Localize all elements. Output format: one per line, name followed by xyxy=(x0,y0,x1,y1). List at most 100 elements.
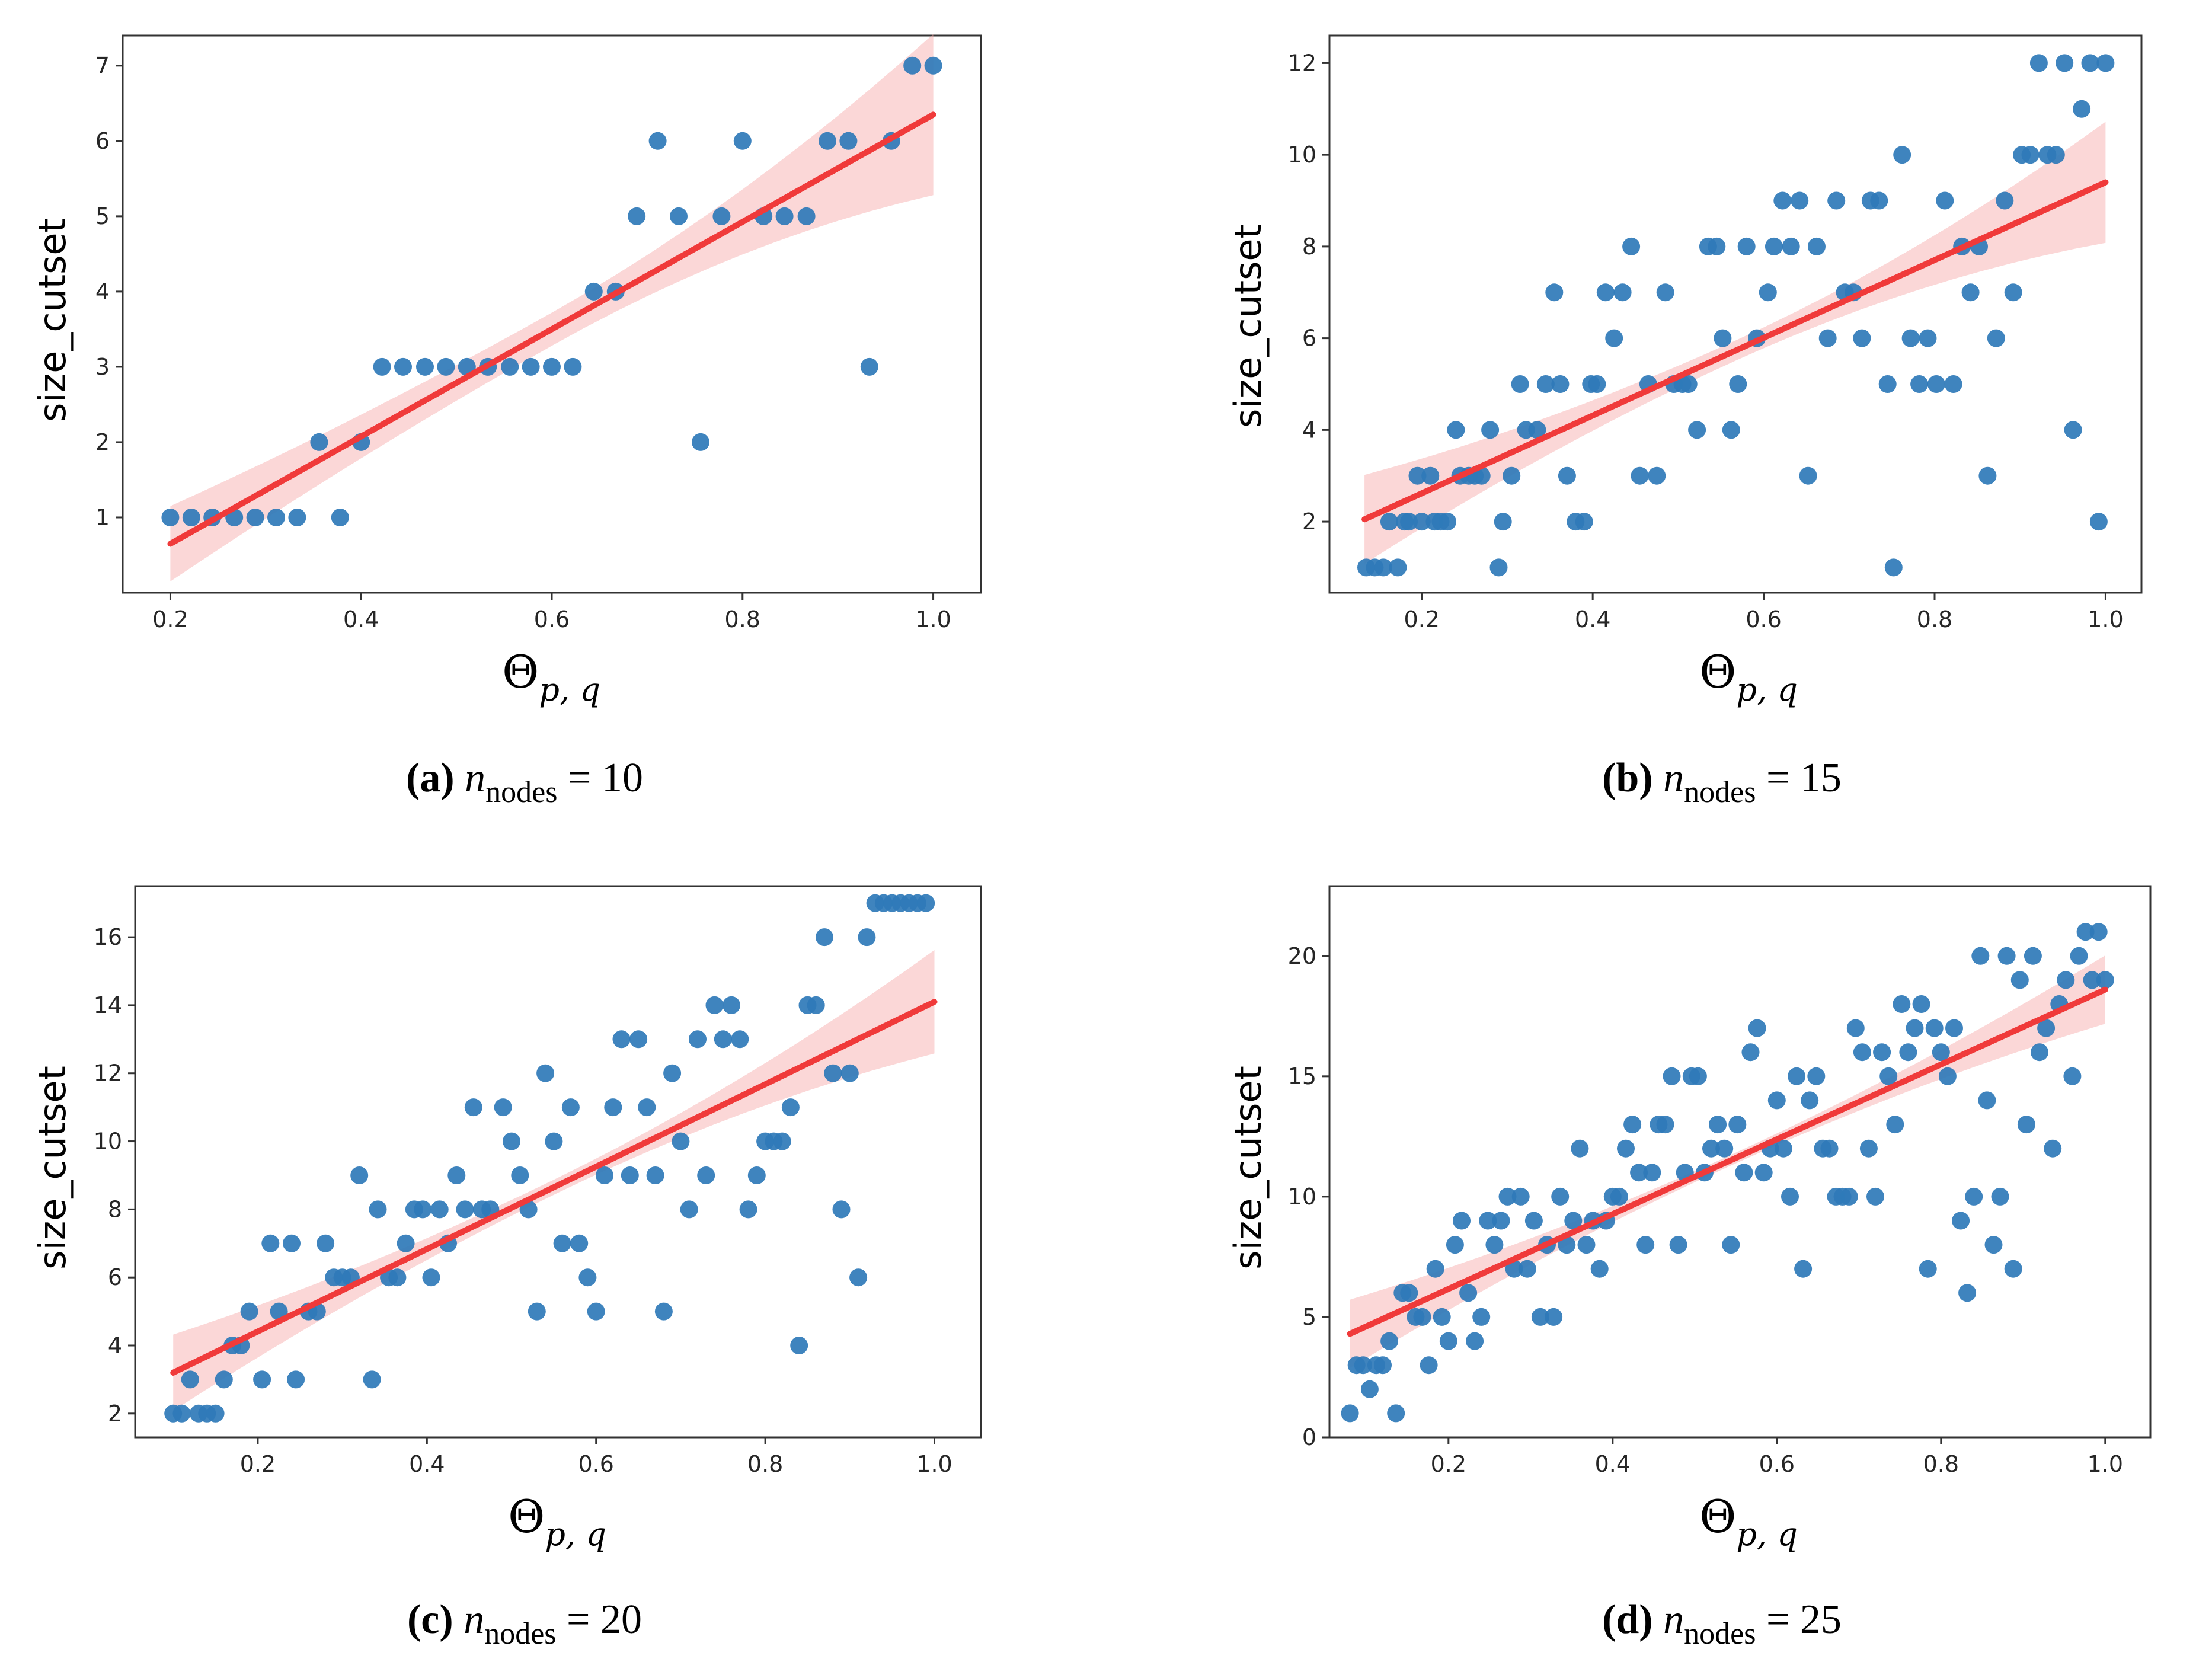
regression-line-shape xyxy=(167,111,936,547)
data-point xyxy=(528,1302,546,1321)
x-axis-label-sub-d: p, q xyxy=(1736,1516,1797,1553)
data-point xyxy=(536,1064,555,1082)
data-point xyxy=(1853,1043,1871,1062)
data-point xyxy=(1577,1236,1596,1254)
data-point xyxy=(819,132,836,150)
x-tick-label: 0.6 xyxy=(534,606,570,632)
x-tick-label: 0.6 xyxy=(578,1451,613,1477)
data-point xyxy=(587,1302,605,1321)
x-ticks-a: 0.2 0.4 0.6 0.8 1.0 xyxy=(152,593,951,632)
data-point xyxy=(1439,1332,1457,1350)
confidence-band-shape xyxy=(173,950,935,1411)
data-point xyxy=(1991,1187,2009,1206)
y-ticks-a: 1 2 3 4 5 6 7 xyxy=(95,53,123,530)
data-point xyxy=(1919,1260,1937,1278)
caption-sub-a: nodes xyxy=(485,775,557,809)
data-point xyxy=(1702,1139,1720,1158)
confidence-band-shape xyxy=(1364,122,2106,564)
regression-line-c xyxy=(170,999,938,1376)
data-point xyxy=(924,56,942,75)
y-tick-label: 1 xyxy=(95,504,110,530)
data-point xyxy=(917,894,935,912)
data-point xyxy=(561,1098,580,1117)
panel-a: 0.2 0.4 0.6 0.8 1.0 1 2 3 4 5 6 7 size_cutset Θp, … xyxy=(31,34,982,809)
data-point xyxy=(1879,1067,1898,1085)
data-point xyxy=(331,509,349,526)
data-point xyxy=(1782,237,1800,255)
data-point xyxy=(2004,283,2022,302)
data-point xyxy=(1605,329,1623,347)
data-point xyxy=(1374,558,1392,577)
data-point xyxy=(1531,1308,1549,1326)
data-point xyxy=(1575,513,1593,531)
data-point xyxy=(1663,1067,1681,1085)
data-point xyxy=(2031,1043,2048,1062)
data-point xyxy=(161,509,180,526)
data-point xyxy=(714,1030,732,1049)
data-point xyxy=(1679,375,1698,393)
caption-letter-c: (c) xyxy=(407,1597,453,1642)
x-axis-label-d: Θp, q xyxy=(1699,1490,1798,1553)
data-point xyxy=(1590,1260,1609,1278)
data-point xyxy=(240,1302,258,1321)
data-point xyxy=(824,1064,842,1082)
data-point xyxy=(1799,466,1817,485)
data-point xyxy=(1511,1187,1530,1206)
data-point xyxy=(1997,947,2016,965)
data-point xyxy=(1840,1187,1858,1206)
x-tick-label: 0.6 xyxy=(1759,1451,1795,1477)
x-tick-label: 1.0 xyxy=(2088,1451,2123,1477)
caption-sub-c: nodes xyxy=(484,1617,556,1651)
data-point xyxy=(394,357,412,376)
x-ticks-b: 0.2 0.4 0.6 0.8 1.0 xyxy=(1404,593,2124,632)
data-point xyxy=(2096,971,2114,989)
caption-var-a: n xyxy=(465,755,485,801)
x-tick-label: 0.4 xyxy=(1595,1451,1631,1477)
regression-line-shape xyxy=(1347,986,2108,1337)
data-point xyxy=(1729,375,1747,393)
data-point xyxy=(832,1200,851,1219)
x-tick-label: 0.6 xyxy=(1746,606,1781,632)
data-point xyxy=(1551,375,1570,393)
data-point xyxy=(1774,1139,1792,1158)
data-point xyxy=(570,1234,589,1252)
data-point xyxy=(1737,237,1756,255)
data-point xyxy=(1536,375,1555,393)
data-point xyxy=(775,207,794,225)
data-point xyxy=(807,996,825,1014)
data-point xyxy=(2024,947,2042,965)
y-ticks-d: 0 5 10 15 20 xyxy=(1288,943,1329,1450)
data-point xyxy=(430,1200,449,1219)
data-point xyxy=(437,357,455,376)
data-point xyxy=(858,928,876,947)
x-axis-label-a: Θp, q xyxy=(502,645,600,708)
data-point xyxy=(1481,421,1500,439)
x-tick-label: 0.2 xyxy=(1404,606,1440,632)
data-point xyxy=(670,207,688,225)
x-ticks-c: 0.2 0.4 0.6 0.8 1.0 xyxy=(240,1437,952,1477)
data-point xyxy=(1610,1187,1628,1206)
y-axis-label-c: size_cutset xyxy=(31,1066,74,1270)
data-point xyxy=(373,357,391,376)
data-point xyxy=(1631,466,1649,485)
data-point xyxy=(1636,1236,1655,1254)
data-point xyxy=(1754,1164,1773,1182)
data-point xyxy=(790,1337,808,1354)
x-tick-label: 0.8 xyxy=(1917,606,1952,632)
data-point xyxy=(1748,1019,1766,1037)
regression-line-d xyxy=(1347,986,2108,1337)
x-axis-label-theta-c: Θ xyxy=(508,1490,545,1543)
data-point xyxy=(1886,1116,1904,1134)
y-tick-label: 7 xyxy=(95,53,110,79)
data-point xyxy=(2010,971,2029,989)
x-tick-label: 0.4 xyxy=(409,1451,445,1477)
data-point xyxy=(638,1098,656,1117)
x-axis-label-theta-b: Θ xyxy=(1699,645,1736,698)
data-point xyxy=(697,1166,715,1184)
data-point xyxy=(1870,191,1888,210)
data-point xyxy=(397,1234,415,1252)
data-point xyxy=(860,357,878,376)
data-point xyxy=(543,357,561,376)
data-point xyxy=(350,1166,369,1184)
data-point xyxy=(1759,283,1777,302)
